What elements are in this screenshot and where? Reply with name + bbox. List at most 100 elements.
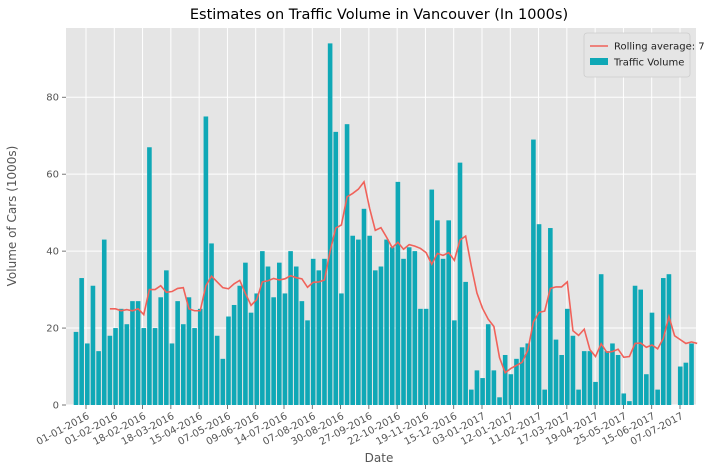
bar <box>474 370 480 405</box>
bar <box>237 285 243 405</box>
bar <box>180 324 186 405</box>
bar <box>316 270 322 405</box>
bar <box>497 397 502 405</box>
bar <box>548 228 553 405</box>
bar <box>152 328 158 405</box>
bar <box>101 239 107 405</box>
legend-line-label: Rolling average: 7 <box>614 42 705 53</box>
bar <box>468 389 474 405</box>
bar <box>147 147 152 405</box>
bar <box>293 266 299 405</box>
bar <box>169 343 175 405</box>
bar <box>401 258 406 405</box>
bar <box>90 285 96 405</box>
bar <box>130 301 135 405</box>
bar <box>389 247 395 405</box>
bar <box>587 351 593 405</box>
bar <box>186 297 192 405</box>
bar <box>378 266 384 405</box>
bar <box>384 239 389 405</box>
bar <box>395 181 401 405</box>
bar <box>531 139 536 405</box>
bar <box>440 258 446 405</box>
bar <box>367 235 372 405</box>
bar <box>192 328 197 405</box>
bar <box>412 251 418 405</box>
bar <box>203 116 209 406</box>
bar <box>344 124 350 406</box>
bar <box>124 324 130 405</box>
bar <box>683 362 689 405</box>
bar <box>141 328 147 405</box>
bar <box>480 378 485 405</box>
bar <box>79 278 84 405</box>
bar <box>158 297 164 405</box>
bar <box>350 235 356 405</box>
bar <box>615 354 621 405</box>
bar <box>446 220 452 405</box>
bar <box>243 262 248 405</box>
bar <box>260 251 265 405</box>
bar <box>322 258 327 405</box>
y-tick-label: 20 <box>46 324 59 335</box>
bar <box>598 274 604 405</box>
bar <box>226 316 231 405</box>
bar <box>649 312 655 405</box>
bar <box>452 320 457 405</box>
bar <box>96 351 101 405</box>
y-tick-label: 0 <box>53 401 59 412</box>
bar <box>677 366 683 405</box>
bar <box>593 381 598 405</box>
bar <box>271 297 276 405</box>
y-tick-label: 80 <box>46 93 59 104</box>
legend-bar-label: Traffic Volume <box>613 58 684 69</box>
bar <box>164 270 169 405</box>
bar <box>356 239 361 405</box>
bar <box>418 308 423 405</box>
y-axis-label: Volume of Cars (1000s) <box>5 146 19 287</box>
rolling-average-series <box>109 180 698 374</box>
bar <box>514 358 519 405</box>
bar <box>248 312 254 405</box>
bar <box>621 393 627 405</box>
rolling-average-line <box>109 180 698 374</box>
bar <box>339 293 344 405</box>
bar <box>197 308 203 405</box>
bar <box>666 274 672 405</box>
y-tick-label: 40 <box>46 247 59 258</box>
bar <box>429 189 435 405</box>
bar <box>435 220 440 405</box>
x-axis: 01-01-201601-02-201618-02-201618-03-2016… <box>35 405 685 448</box>
bar <box>457 162 463 405</box>
bar <box>627 401 632 405</box>
bar <box>508 374 514 405</box>
bar <box>570 335 576 405</box>
bar <box>288 251 293 405</box>
bar <box>423 308 429 405</box>
bar <box>542 389 548 405</box>
bar <box>689 343 694 405</box>
bar <box>135 301 141 405</box>
bar <box>254 293 260 405</box>
x-axis-label: Date <box>365 451 394 465</box>
bar <box>107 335 113 405</box>
bar <box>372 270 378 405</box>
bar <box>214 335 220 405</box>
bar <box>491 370 497 405</box>
bar <box>660 278 666 405</box>
legend-box <box>583 32 691 78</box>
bar <box>113 328 118 405</box>
legend: Rolling average: 7 Traffic Volume <box>583 32 705 78</box>
bar <box>576 389 581 405</box>
bar <box>604 351 610 405</box>
bar <box>282 293 288 405</box>
bar <box>564 308 570 405</box>
bar <box>299 301 305 405</box>
bar <box>220 358 226 405</box>
bar <box>118 308 124 405</box>
legend-bar-swatch <box>590 58 608 65</box>
y-tick-label: 60 <box>46 170 59 181</box>
bar <box>638 289 643 405</box>
bar <box>231 304 237 405</box>
bar <box>265 266 271 405</box>
